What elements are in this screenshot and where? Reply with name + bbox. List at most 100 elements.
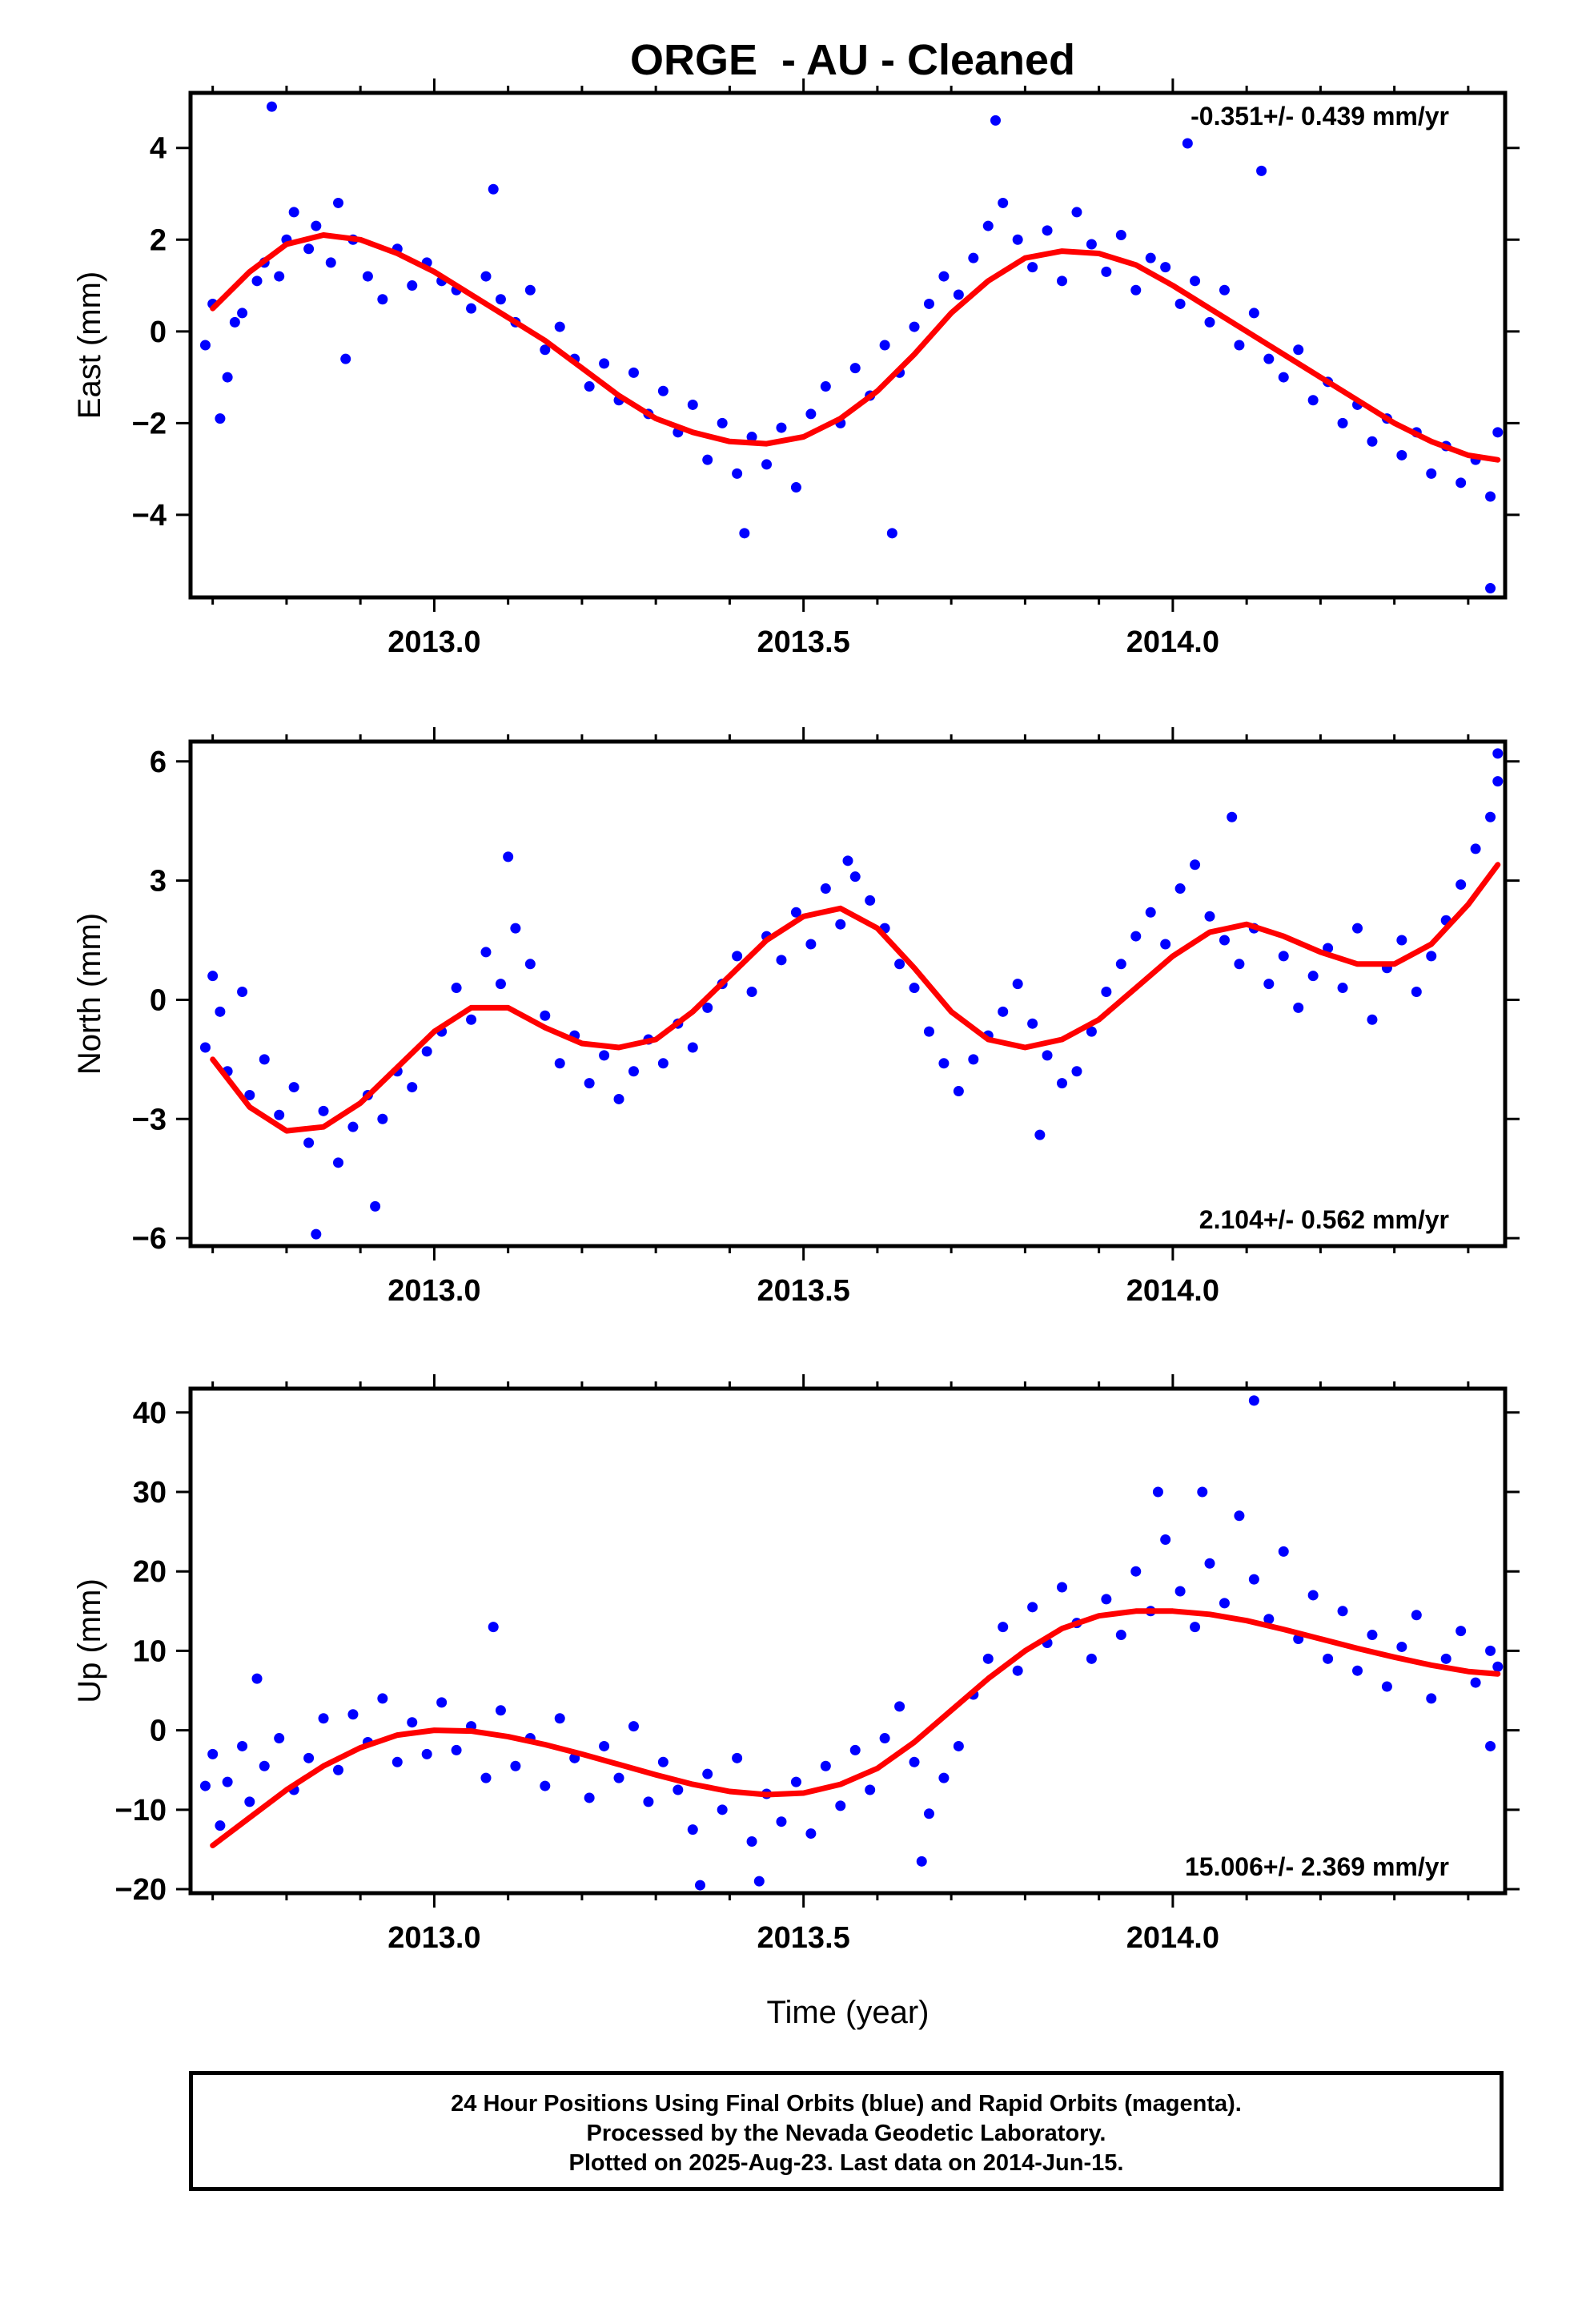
- up-data-point: [391, 1756, 403, 1767]
- up-data-point: [938, 1772, 950, 1783]
- north-data-point: [540, 1010, 551, 1021]
- north-data-point: [746, 987, 757, 998]
- east-data-point: [1115, 230, 1126, 241]
- up-data-point: [1337, 1606, 1348, 1617]
- up-y-tick-label: 20: [133, 1555, 167, 1589]
- up-data-point: [199, 1780, 211, 1791]
- up-y-tick-label: 10: [133, 1634, 167, 1668]
- east-data-point: [599, 358, 610, 369]
- east-data-point: [251, 275, 263, 287]
- up-data-point: [909, 1756, 920, 1767]
- east-data-point: [953, 289, 964, 300]
- east-data-point: [1367, 436, 1378, 447]
- east-data-point: [274, 271, 285, 282]
- north-data-point: [451, 983, 462, 994]
- north-data-point: [332, 1157, 343, 1168]
- east-data-point: [968, 252, 979, 263]
- east-x-tick-label: 2013.5: [757, 625, 850, 659]
- north-data-point: [1337, 983, 1348, 994]
- up-data-point: [673, 1784, 684, 1795]
- east-data-point: [362, 271, 373, 282]
- up-data-point: [244, 1796, 255, 1807]
- east-y-tick-label: −2: [132, 407, 167, 440]
- up-data-point: [1234, 1510, 1245, 1522]
- up-data-point: [510, 1760, 521, 1771]
- north-data-point: [244, 1089, 255, 1100]
- up-data-point: [1411, 1610, 1422, 1621]
- north-data-point: [288, 1082, 299, 1093]
- east-data-point: [1234, 340, 1245, 351]
- up-data-point: [849, 1744, 861, 1755]
- north-data-point: [1115, 959, 1126, 970]
- up-data-point: [1027, 1602, 1038, 1613]
- north-data-point: [1485, 811, 1496, 822]
- east-data-point: [998, 197, 1009, 208]
- up-fit-line: [210, 1608, 1501, 1848]
- up-data-point: [495, 1705, 506, 1716]
- up-data-point: [657, 1756, 669, 1767]
- east-y-tick-label: 0: [150, 316, 167, 349]
- north-data-point: [1042, 1050, 1053, 1061]
- up-data-point: [1204, 1558, 1215, 1569]
- north-data-point: [687, 1042, 698, 1053]
- up-data-point: [1323, 1653, 1334, 1664]
- north-data-point: [215, 1006, 226, 1017]
- up-data-point: [1367, 1630, 1378, 1641]
- up-data-point: [318, 1713, 329, 1724]
- north-data-point: [1293, 1002, 1304, 1013]
- north-data-point: [1174, 883, 1186, 895]
- north-data-point: [1426, 951, 1437, 962]
- up-data-point: [702, 1768, 713, 1779]
- north-data-point: [524, 959, 536, 970]
- north-data-point: [702, 1002, 713, 1013]
- east-data-point: [732, 468, 743, 479]
- east-data-point: [923, 298, 934, 309]
- north-data-point: [1352, 923, 1363, 934]
- east-data-point: [466, 303, 477, 314]
- north-data-point: [923, 1026, 934, 1037]
- up-data-point: [540, 1780, 551, 1791]
- north-data-point: [1057, 1078, 1068, 1089]
- east-data-point: [820, 381, 831, 392]
- east-data-point: [266, 101, 277, 112]
- caption-line-2: Processed by the Nevada Geodetic Laborat…: [586, 2121, 1106, 2146]
- east-data-point: [340, 353, 351, 364]
- north-data-point: [237, 987, 248, 998]
- north-data-point: [495, 979, 506, 990]
- north-data-point: [347, 1121, 359, 1132]
- east-data-point: [1174, 298, 1186, 309]
- north-data-point: [938, 1058, 950, 1069]
- east-data-point: [1182, 138, 1193, 149]
- up-data-point: [1307, 1590, 1319, 1601]
- east-data-point: [1160, 262, 1171, 273]
- up-data-point: [687, 1824, 698, 1835]
- north-data-point: [1130, 931, 1142, 942]
- east-data-point: [790, 482, 801, 493]
- up-data-point: [1381, 1681, 1392, 1692]
- up-data-point: [554, 1713, 565, 1724]
- east-data-point: [1248, 308, 1259, 319]
- up-data-point: [237, 1740, 248, 1751]
- up-data-point: [599, 1740, 610, 1751]
- up-data-point: [1396, 1641, 1407, 1652]
- north-data-point: [909, 983, 920, 994]
- north-y-tick-label: 6: [150, 746, 167, 779]
- east-data-point: [480, 271, 492, 282]
- up-data-point: [776, 1816, 787, 1827]
- up-x-tick-label: 2014.0: [1126, 1921, 1219, 1955]
- east-data-point: [237, 308, 248, 319]
- up-data-point: [923, 1808, 934, 1819]
- east-data-point: [311, 220, 322, 231]
- north-data-point: [1492, 776, 1504, 787]
- east-y-axis-label: East (mm): [72, 271, 107, 419]
- up-rate-label: 15.006+/- 2.369 mm/yr: [1185, 1852, 1449, 1881]
- up-y-tick-label: −10: [115, 1794, 167, 1827]
- north-data-point: [732, 951, 743, 962]
- up-data-point: [584, 1792, 595, 1803]
- up-data-point: [251, 1673, 263, 1684]
- east-y-tick-label: 4: [150, 132, 167, 166]
- north-data-point: [510, 923, 521, 934]
- east-data-point: [1071, 207, 1082, 218]
- north-data-point: [421, 1046, 432, 1057]
- up-data-point: [1152, 1486, 1163, 1498]
